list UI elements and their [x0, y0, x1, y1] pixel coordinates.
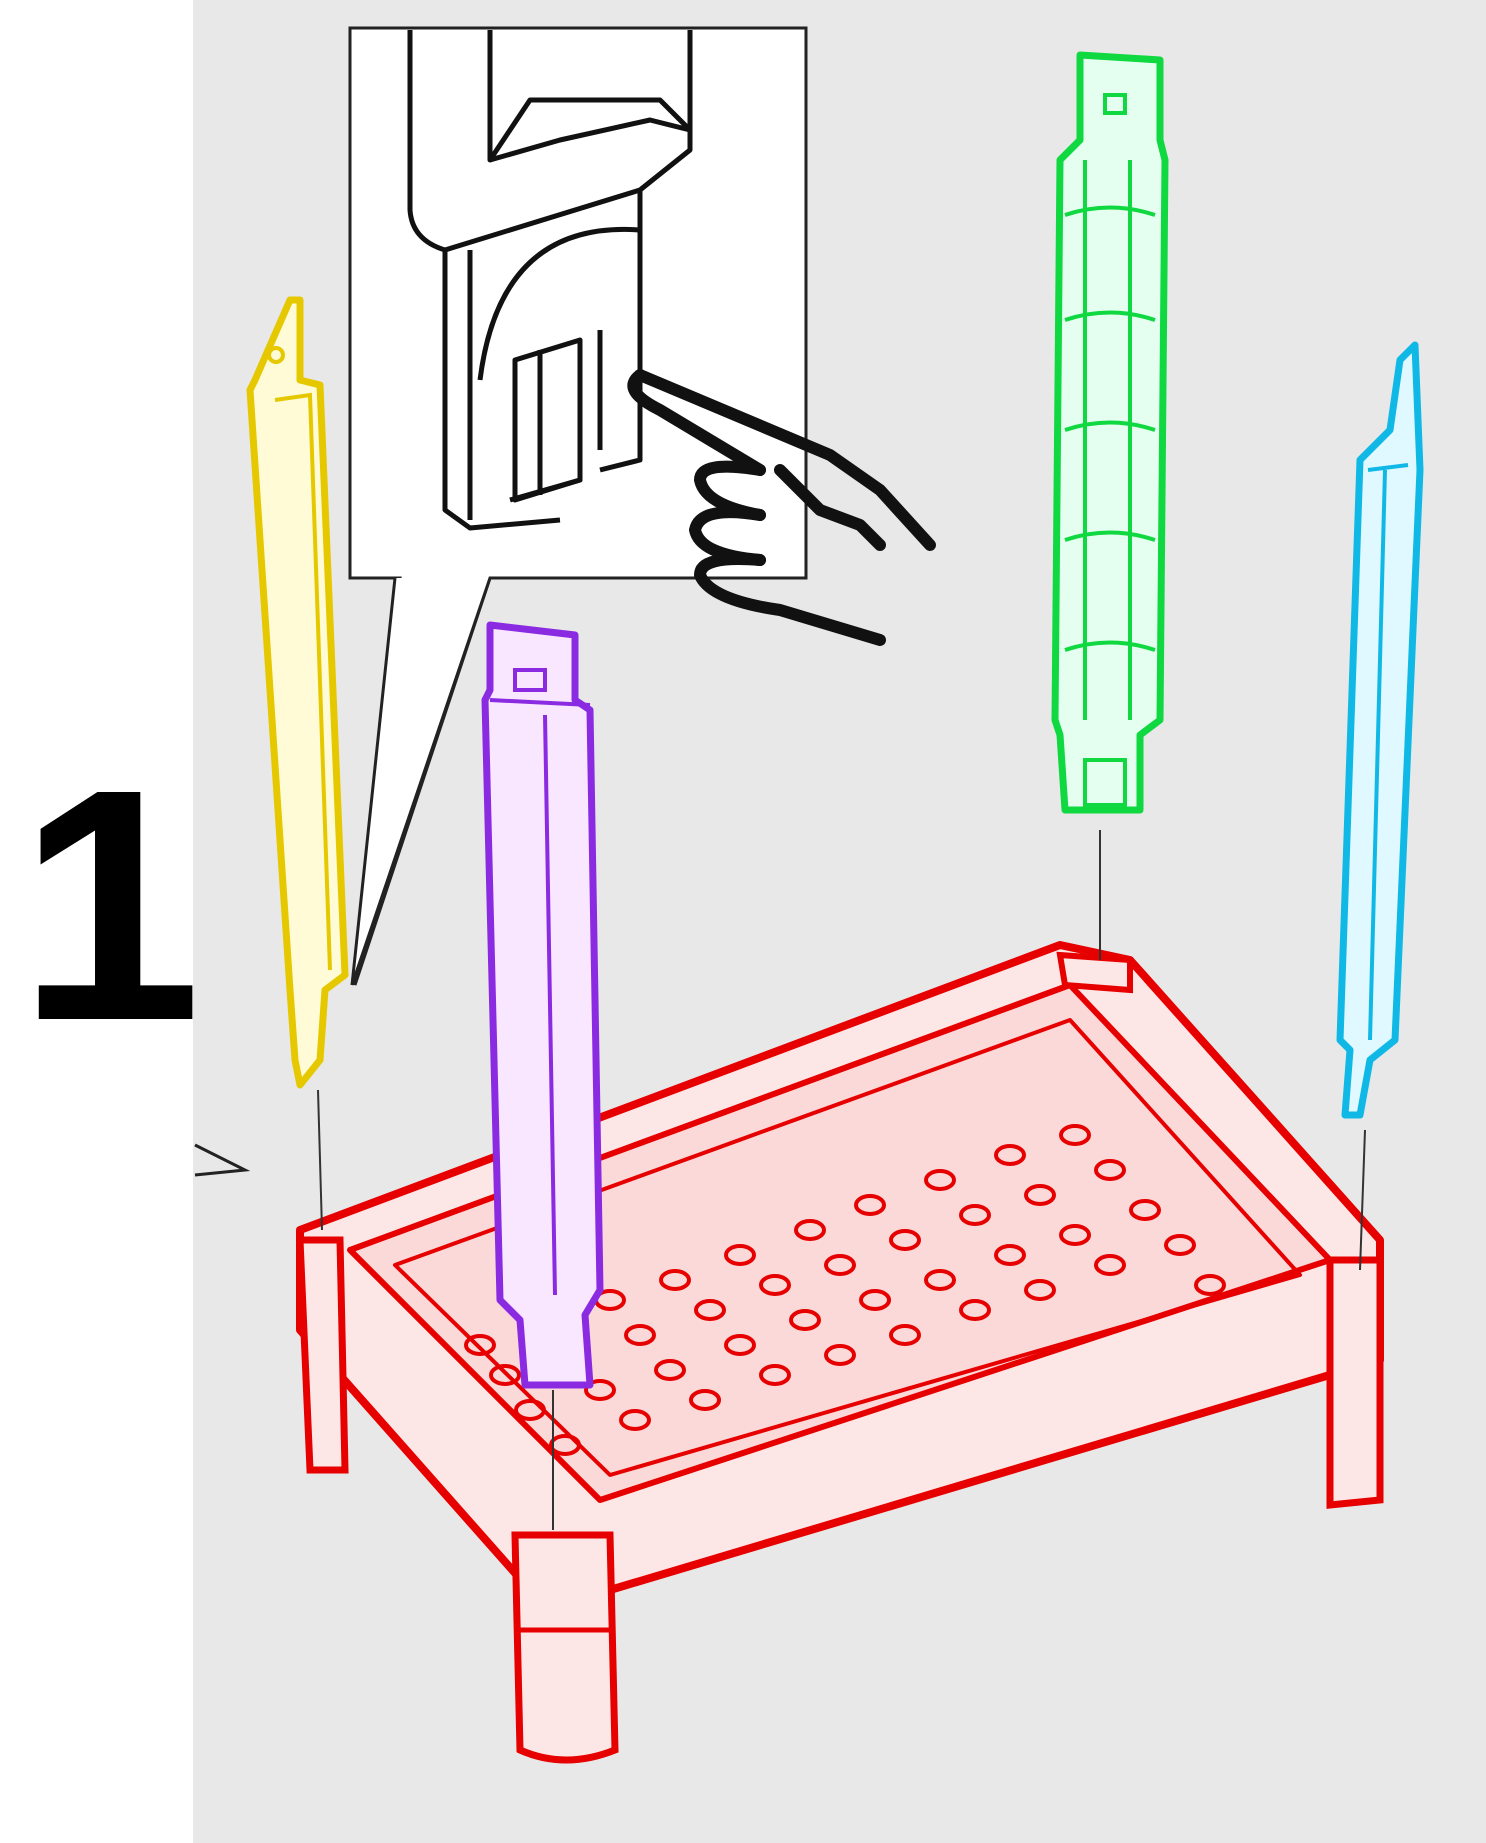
detail-callout — [348, 26, 936, 986]
leg-purple — [481, 621, 604, 1530]
frame-leg-left — [296, 1236, 349, 1474]
frame-holes — [464, 1124, 1226, 1456]
edge-mark — [194, 1143, 251, 1177]
latch-detail — [407, 30, 693, 531]
frame-corner-back — [1056, 951, 1133, 994]
leg-cyan — [1336, 341, 1424, 1271]
step-number: 1 — [18, 720, 202, 1089]
frame-leg-front — [511, 1531, 619, 1764]
frame-part — [296, 941, 1384, 1764]
hand-illustration — [627, 369, 936, 646]
frame-leg-right — [1326, 1256, 1384, 1509]
leg-green — [1051, 51, 1169, 960]
leg-yellow — [246, 296, 349, 1231]
